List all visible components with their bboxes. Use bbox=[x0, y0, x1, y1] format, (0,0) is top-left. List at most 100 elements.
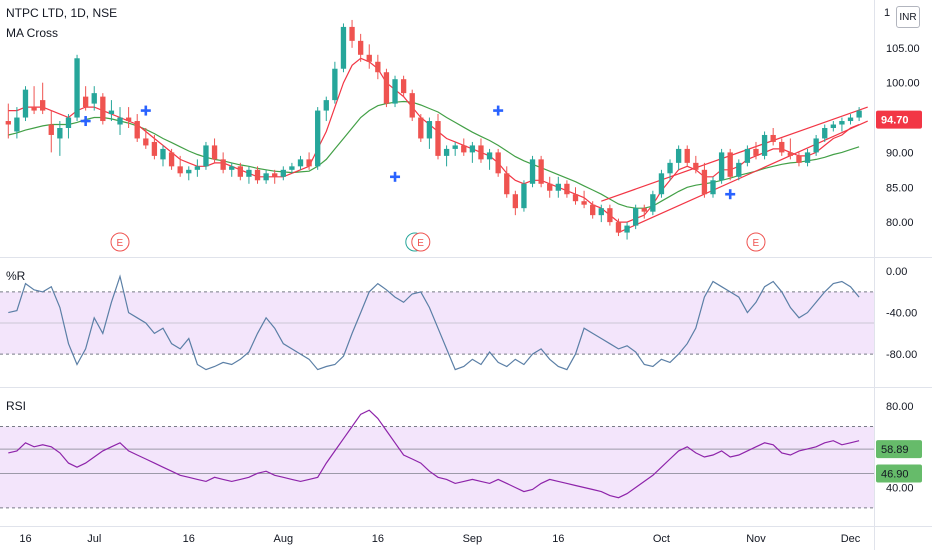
candle-body[interactable] bbox=[710, 180, 716, 195]
candle-body[interactable] bbox=[770, 134, 776, 142]
candle-body[interactable] bbox=[753, 148, 759, 156]
candle-body[interactable] bbox=[469, 145, 476, 153]
candle-body[interactable] bbox=[289, 166, 295, 170]
candle-body[interactable] bbox=[478, 145, 484, 160]
candle-body[interactable] bbox=[598, 208, 604, 216]
candle-body[interactable] bbox=[392, 79, 398, 104]
candle-body[interactable] bbox=[632, 208, 639, 226]
earnings-marker[interactable] bbox=[746, 232, 766, 252]
candle-body[interactable] bbox=[400, 79, 407, 94]
candle-body[interactable] bbox=[177, 166, 183, 174]
candle-body[interactable] bbox=[830, 124, 836, 128]
candle-body[interactable] bbox=[555, 183, 561, 191]
candle-body[interactable] bbox=[443, 148, 450, 156]
candle-body[interactable] bbox=[787, 152, 794, 156]
candle-body[interactable] bbox=[418, 117, 424, 139]
candle-body[interactable] bbox=[357, 40, 364, 55]
candle-body[interactable] bbox=[538, 159, 544, 184]
candle-body[interactable] bbox=[349, 26, 355, 41]
candle-body[interactable] bbox=[211, 145, 218, 160]
candle-body[interactable] bbox=[804, 152, 811, 163]
candle-body[interactable] bbox=[650, 194, 656, 212]
candle-body[interactable] bbox=[452, 145, 458, 149]
candle-body[interactable] bbox=[229, 166, 235, 170]
candle-body[interactable] bbox=[108, 110, 115, 115]
candle-body[interactable] bbox=[203, 145, 209, 167]
candle-body[interactable] bbox=[718, 152, 725, 181]
candle-body[interactable] bbox=[340, 26, 347, 69]
candle-body[interactable] bbox=[856, 110, 862, 118]
candle-body[interactable] bbox=[590, 204, 596, 216]
candle-body[interactable] bbox=[5, 121, 11, 125]
candle-body[interactable] bbox=[847, 117, 854, 122]
candle-body[interactable] bbox=[366, 54, 372, 62]
candle-body[interactable] bbox=[727, 152, 733, 177]
candle-body[interactable] bbox=[194, 166, 201, 170]
candle-body[interactable] bbox=[263, 173, 269, 181]
candle-body[interactable] bbox=[675, 148, 682, 163]
candle-body[interactable] bbox=[246, 169, 252, 177]
candle-body[interactable] bbox=[435, 121, 441, 156]
candle-body[interactable] bbox=[564, 183, 570, 195]
candle-body[interactable] bbox=[761, 134, 768, 156]
candle-body[interactable] bbox=[31, 107, 37, 111]
candle-body[interactable] bbox=[160, 148, 166, 160]
candle-body[interactable] bbox=[332, 68, 338, 101]
candle-body[interactable] bbox=[57, 128, 63, 139]
candle-body[interactable] bbox=[254, 169, 261, 181]
candle-body[interactable] bbox=[40, 100, 46, 111]
candle-body[interactable] bbox=[168, 152, 175, 167]
candle-body[interactable] bbox=[383, 72, 390, 104]
candle-body[interactable] bbox=[521, 183, 527, 209]
candle-body[interactable] bbox=[693, 162, 699, 170]
candle-body[interactable] bbox=[736, 162, 742, 177]
candle-body[interactable] bbox=[504, 173, 510, 195]
candle-body[interactable] bbox=[272, 173, 278, 177]
candle-body[interactable] bbox=[581, 201, 587, 205]
candle-body[interactable] bbox=[186, 169, 192, 174]
candle-body[interactable] bbox=[529, 159, 536, 184]
candle-body[interactable] bbox=[297, 159, 304, 167]
candle-body[interactable] bbox=[375, 61, 381, 73]
candle-body[interactable] bbox=[658, 173, 665, 195]
candle-body[interactable] bbox=[82, 96, 89, 108]
candle-body[interactable] bbox=[624, 225, 630, 233]
candle-body[interactable] bbox=[813, 138, 819, 153]
candle-body[interactable] bbox=[426, 121, 433, 139]
candle-body[interactable] bbox=[143, 138, 149, 146]
candle-body[interactable] bbox=[572, 194, 579, 202]
candle-body[interactable] bbox=[100, 96, 106, 122]
candle-body[interactable] bbox=[667, 162, 673, 174]
candle-body[interactable] bbox=[125, 117, 132, 122]
candle-body[interactable] bbox=[280, 169, 286, 177]
candle-body[interactable] bbox=[48, 124, 54, 135]
candle-body[interactable] bbox=[796, 155, 802, 163]
candle-body[interactable] bbox=[323, 100, 329, 111]
candle-body[interactable] bbox=[151, 141, 158, 156]
candle-body[interactable] bbox=[117, 117, 123, 125]
currency-badge[interactable]: INR bbox=[896, 6, 920, 28]
candle-body[interactable] bbox=[822, 128, 828, 139]
candle-body[interactable] bbox=[701, 169, 708, 195]
trendline-lower[interactable] bbox=[618, 120, 868, 234]
candle-body[interactable] bbox=[315, 110, 321, 167]
candle-body[interactable] bbox=[22, 89, 29, 118]
candle-body[interactable] bbox=[91, 93, 97, 104]
candle-body[interactable] bbox=[615, 222, 622, 233]
candle-body[interactable] bbox=[134, 121, 140, 139]
candle-body[interactable] bbox=[461, 145, 467, 153]
trendline-upper[interactable] bbox=[601, 106, 868, 202]
candle-body[interactable] bbox=[779, 141, 785, 153]
candle-body[interactable] bbox=[839, 121, 845, 125]
candle-body[interactable] bbox=[512, 194, 519, 209]
candle-body[interactable] bbox=[74, 58, 80, 118]
candle-body[interactable] bbox=[486, 152, 493, 160]
earnings-marker[interactable] bbox=[110, 232, 130, 252]
candle-body[interactable] bbox=[220, 159, 226, 170]
candle-body[interactable] bbox=[237, 166, 244, 177]
candle-body[interactable] bbox=[306, 159, 312, 167]
candle-body[interactable] bbox=[684, 148, 690, 163]
candle-body[interactable] bbox=[409, 93, 415, 118]
candle-body[interactable] bbox=[547, 183, 553, 191]
